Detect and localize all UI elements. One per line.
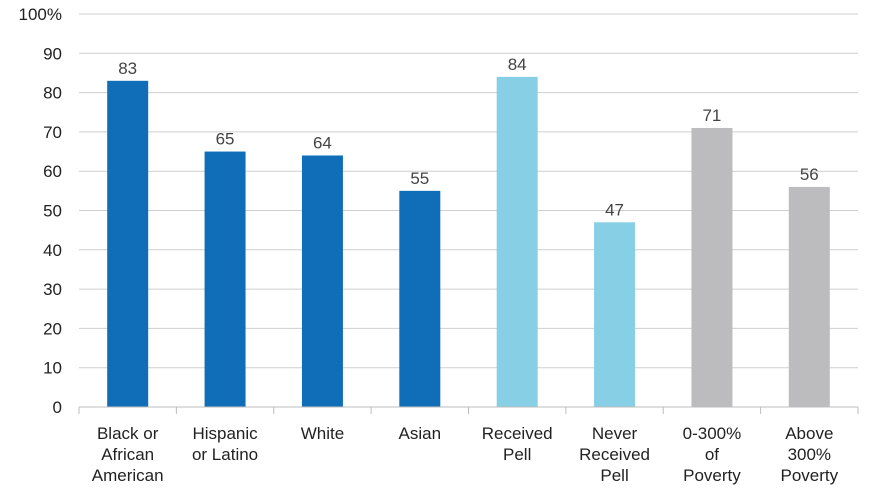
bar — [399, 190, 441, 407]
bar-value-label: 47 — [605, 200, 624, 219]
y-tick-label: 60 — [43, 162, 62, 181]
y-tick-label: 100% — [19, 5, 62, 24]
y-tick-label: 30 — [43, 280, 62, 299]
category-labels: Black or African American Hispanic or Latino… — [92, 424, 839, 485]
category-label: Received Pell — [482, 424, 553, 464]
bar-value-label: 64 — [313, 133, 332, 152]
category-label: Asian — [399, 424, 442, 443]
bar — [691, 127, 733, 407]
bar — [107, 80, 149, 407]
bar — [204, 151, 246, 407]
category-label: Hispanic or Latino — [192, 424, 258, 464]
y-tick-label: 10 — [43, 359, 62, 378]
bar — [594, 222, 636, 407]
y-tick-label: 50 — [43, 202, 62, 221]
bar — [788, 186, 830, 407]
y-axis-tick-labels: 0 10 20 30 40 50 60 70 80 90 100% — [19, 5, 62, 417]
y-tick-label: 80 — [43, 84, 62, 103]
bar-value-label: 55 — [410, 169, 429, 188]
bar — [301, 155, 343, 407]
axes — [78, 406, 859, 414]
category-label: Never Received Pell — [579, 424, 650, 485]
bars — [107, 76, 830, 407]
bar-value-label: 84 — [508, 55, 527, 74]
bar-value-label: 56 — [800, 165, 819, 184]
y-tick-label: 20 — [43, 319, 62, 338]
y-tick-label: 70 — [43, 123, 62, 142]
y-tick-label: 90 — [43, 44, 62, 63]
category-label: White — [301, 424, 344, 443]
category-label: Above 300% Poverty — [780, 424, 838, 485]
bar-value-label: 65 — [216, 130, 235, 149]
bar-value-label: 83 — [118, 59, 137, 78]
bar-value-label: 71 — [702, 106, 721, 125]
y-tick-label: 0 — [53, 398, 62, 417]
gridlines — [79, 13, 858, 369]
data-labels: 83 65 64 55 84 47 71 56 — [118, 55, 819, 219]
y-tick-label: 40 — [43, 241, 62, 260]
category-label: Black or African American — [92, 424, 164, 485]
category-label: 0-300% of Poverty — [683, 424, 742, 485]
bar — [496, 76, 538, 407]
